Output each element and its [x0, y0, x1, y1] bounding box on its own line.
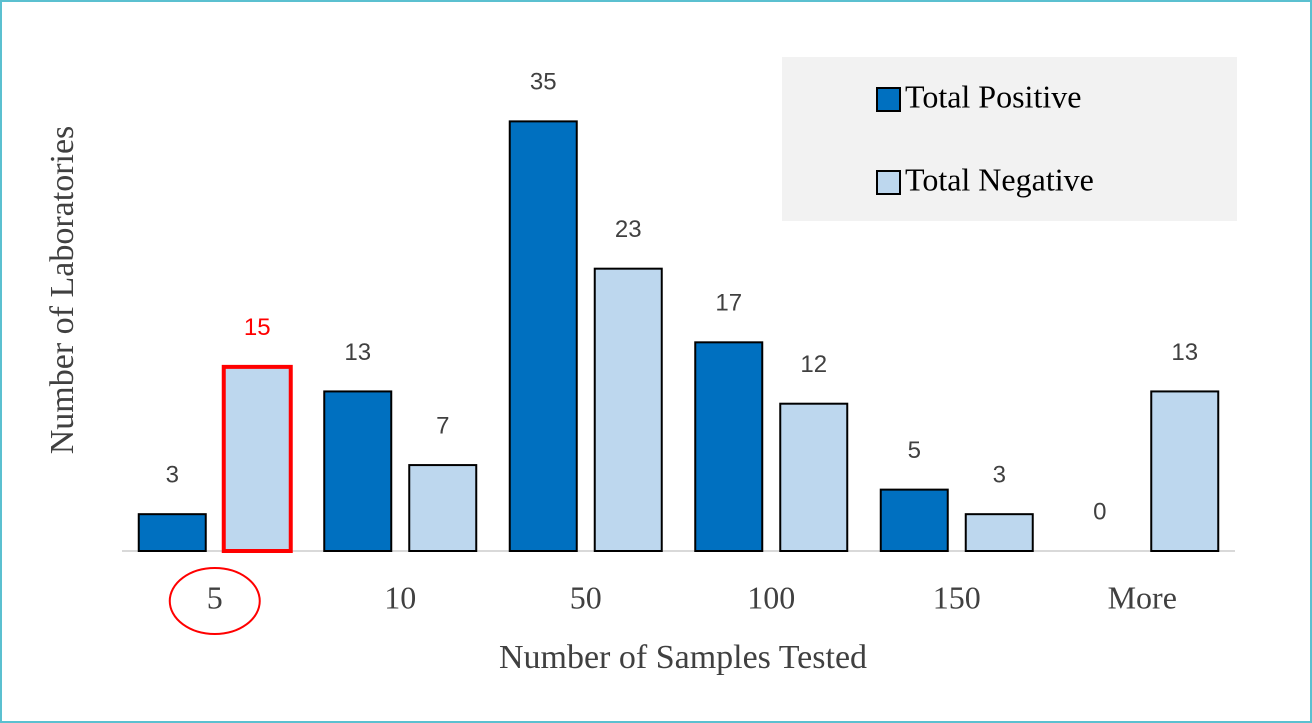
data-label: 12	[800, 351, 827, 378]
bar	[593, 267, 663, 552]
legend-swatch	[876, 170, 901, 195]
bar	[408, 464, 478, 553]
x-axis-title: Number of Samples Tested	[499, 639, 867, 676]
bar	[1150, 390, 1220, 552]
x-tick-label: 10	[384, 579, 416, 615]
legend-label: Total Positive	[905, 78, 1081, 114]
data-label: 35	[530, 69, 557, 96]
data-label: 5	[908, 437, 921, 464]
data-label: 23	[615, 216, 642, 243]
bar	[137, 513, 207, 552]
x-tick-label: 5	[207, 579, 223, 615]
x-tick-label: 50	[570, 579, 602, 615]
data-label: 13	[1171, 339, 1198, 366]
bar	[221, 364, 293, 553]
legend-box	[782, 57, 1237, 221]
data-label: 7	[436, 412, 449, 439]
highlight-circle	[168, 567, 261, 635]
legend-label: Total Negative	[905, 161, 1094, 197]
y-axis-title: Number of Laboratories	[44, 126, 81, 455]
bar	[879, 488, 949, 552]
data-label: 13	[344, 339, 371, 366]
bar	[323, 390, 393, 552]
data-label: 17	[715, 290, 742, 317]
legend-swatch	[876, 87, 901, 112]
x-tick-label: 150	[933, 579, 981, 615]
data-label: 3	[166, 462, 179, 489]
bar	[694, 341, 764, 553]
data-label: 15	[244, 314, 271, 341]
x-tick-label: 100	[747, 579, 795, 615]
bar	[508, 120, 578, 552]
bar	[779, 402, 849, 553]
data-label: 0	[1093, 498, 1106, 525]
bar	[964, 513, 1034, 552]
x-tick-label: More	[1108, 579, 1177, 615]
data-label: 3	[993, 462, 1006, 489]
